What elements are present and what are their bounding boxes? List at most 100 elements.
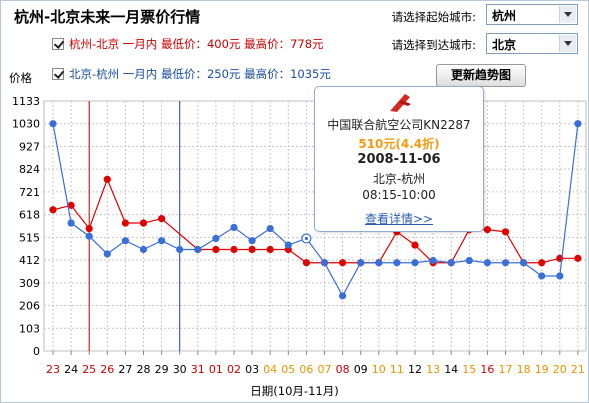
tooltip-details-link[interactable]: 查看详情>> [364,212,434,226]
y-tick-label: 1030 [12,118,40,131]
data-point [121,219,129,227]
data-point [67,219,75,227]
data-point [357,259,365,267]
data-point [103,175,111,183]
x-tick-label: 31 [191,363,205,376]
data-point [266,224,274,233]
flight-tooltip: 中国联合航空公司KN2287 510元(4.4折) 2008-11-06 北京-… [314,86,484,232]
legend-beijing-hangzhou[interactable]: 北京-杭州 一月内 最低价：250元 最高价：1035元 [52,66,331,82]
chevron-down-icon[interactable] [559,6,576,23]
data-point [103,250,111,258]
data-point [266,245,274,254]
data-point [393,259,401,267]
data-point [230,223,238,232]
series-2-checkbox[interactable] [52,68,64,80]
data-point [194,245,202,254]
x-tick-label: 17 [499,363,513,376]
x-tick-label: 07 [318,363,332,376]
data-point [411,241,419,249]
x-tick-label: 28 [137,363,151,376]
data-point [158,237,166,245]
x-tick-label: 27 [118,363,132,376]
data-point [411,259,419,267]
y-tick-label: 824 [19,163,40,176]
x-tick-label: 06 [299,363,313,376]
y-tick-label: 103 [19,322,40,335]
data-point [483,226,491,234]
x-tick-label: 03 [245,363,259,376]
data-point [339,259,347,267]
data-point [158,215,166,223]
to-city-label: 请选择到达城市: [391,38,476,52]
x-tick-label: 11 [390,363,404,376]
x-tick-label: 12 [408,363,422,376]
data-point [139,219,148,227]
legend-2-label: 北京-杭州 一月内 最低价：250元 最高价：1035元 [69,67,331,81]
y-axis-label: 价格 [9,71,32,85]
tooltip-time: 08:15-10:00 [362,188,436,202]
data-point [121,237,129,245]
data-point [574,254,582,262]
data-point [139,245,148,254]
series-1-checkbox[interactable] [52,38,64,50]
y-tick-label: 618 [19,209,40,222]
data-point [375,259,383,267]
x-tick-label: 24 [64,363,78,376]
tooltip-airline: 中国联合航空公司KN2287 [327,118,471,132]
tooltip-date: 2008-11-06 [357,152,441,167]
x-tick-label: 14 [444,363,458,376]
data-point [339,292,347,300]
data-point [284,241,292,249]
airline-logo-icon [390,94,411,112]
tooltip-route: 北京-杭州 [372,172,426,186]
y-tick-label: 412 [19,254,40,267]
data-point [483,259,491,267]
chevron-down-icon[interactable] [559,35,576,52]
data-point [556,272,564,280]
to-city-select[interactable]: 北京 [486,33,578,54]
y-tick-label: 206 [19,300,40,313]
data-point [520,259,528,267]
data-point [212,245,220,254]
x-tick-label: 26 [100,363,114,376]
y-tick-label: 1133 [12,95,40,108]
data-point [212,234,220,243]
data-point [176,245,184,254]
x-tick-label: 08 [336,363,350,376]
x-tick-label: 29 [155,363,169,376]
x-tick-label: 02 [227,363,241,376]
tooltip-price: 510元(4.4折) [358,137,440,151]
x-tick-label: 15 [462,363,476,376]
data-point [49,206,57,214]
data-point [465,256,473,265]
data-point [447,259,455,267]
x-axis-label: 日期(10月-11月) [250,384,339,398]
from-city-select[interactable]: 杭州 [486,4,578,25]
x-tick-label: 13 [426,363,440,376]
x-tick-label: 09 [354,363,368,376]
legend-1-label: 杭州-北京 一月内 最低价：400元 最高价：778元 [69,37,324,51]
x-tick-label: 21 [571,363,585,376]
data-point [49,120,57,128]
x-tick-label: 10 [372,363,386,376]
data-point [248,237,256,245]
highlight-point-center [304,236,308,241]
legend-hangzhou-beijing[interactable]: 杭州-北京 一月内 最低价：400元 最高价：778元 [52,36,324,52]
data-point [429,256,437,265]
y-tick-label: 0 [33,345,40,358]
page-title: 杭州-北京未来一月票价行情 [14,8,201,26]
x-tick-label: 23 [46,363,60,376]
data-point [538,259,546,267]
to-city-value: 北京 [492,38,517,52]
from-city-label: 请选择起始城市: [391,10,476,24]
data-point [302,259,310,267]
x-tick-label: 20 [553,363,567,376]
data-point [320,259,329,267]
x-tick-label: 05 [281,363,295,376]
y-tick-label: 721 [19,186,40,199]
x-tick-label: 18 [517,363,531,376]
data-point [248,245,256,254]
data-point [85,224,93,233]
x-tick-label: 01 [209,363,223,376]
